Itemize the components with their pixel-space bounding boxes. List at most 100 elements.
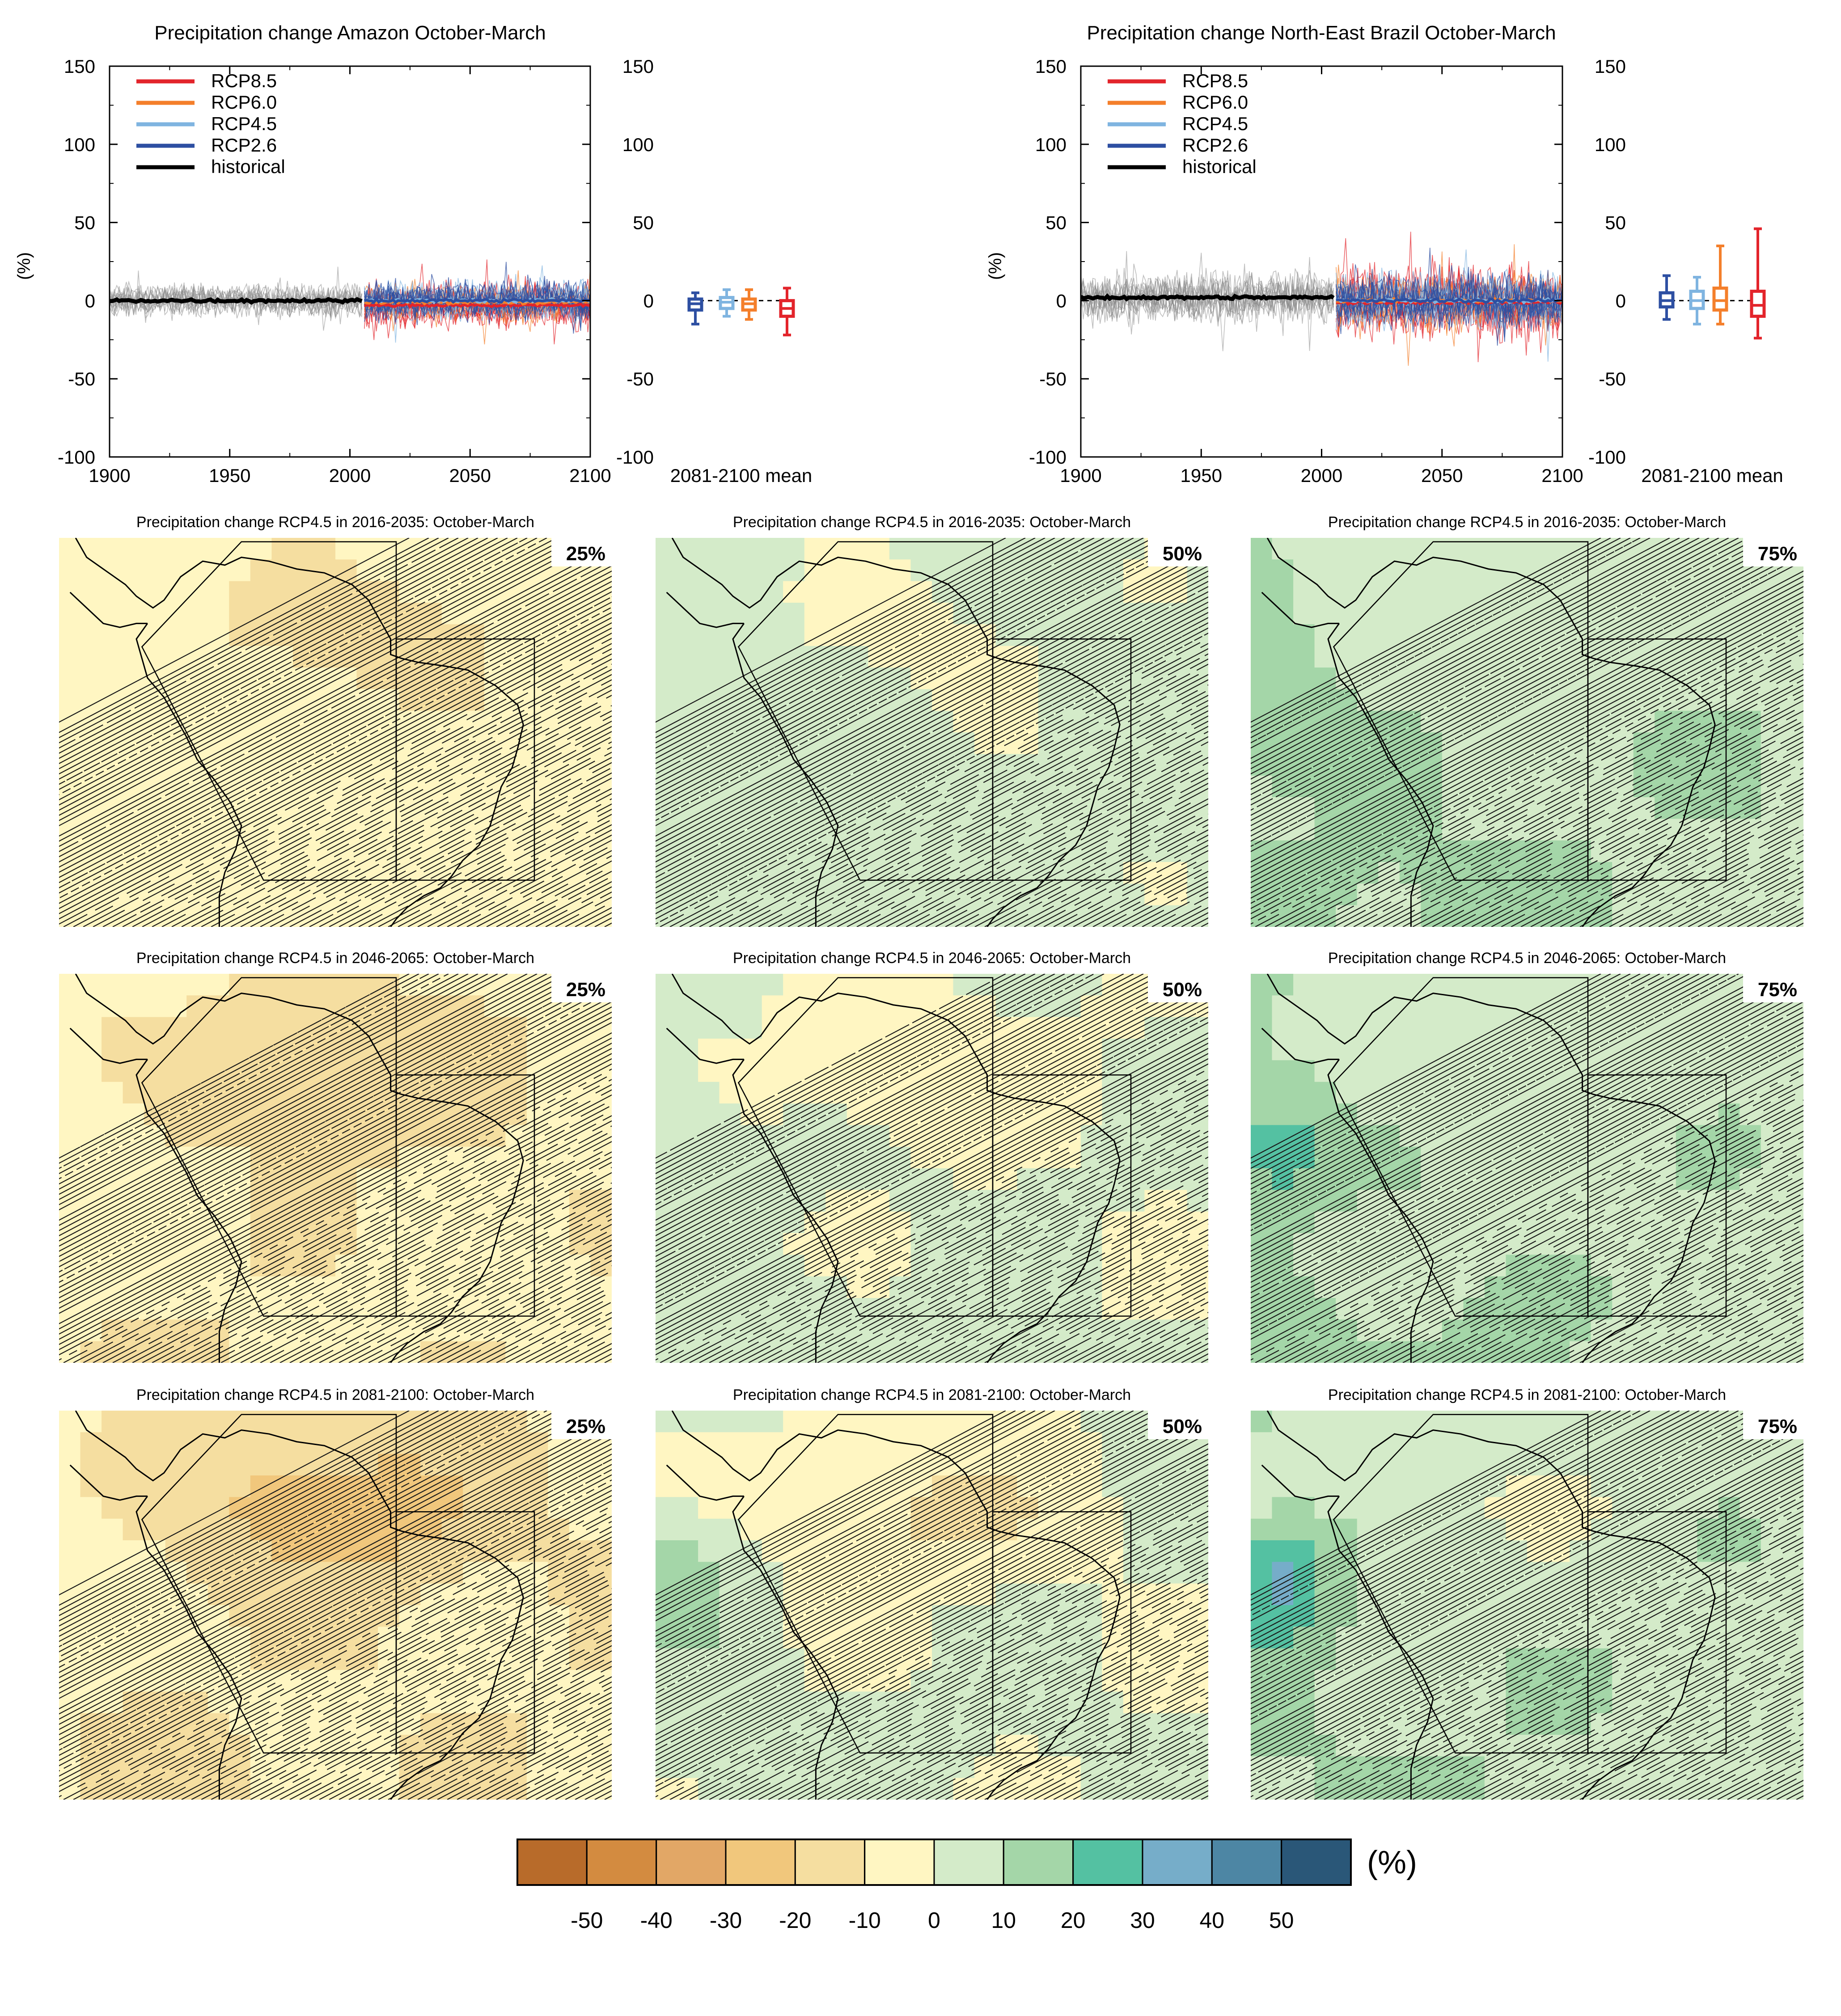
grid-cell	[1293, 1103, 1315, 1126]
grid-cell	[1314, 624, 1336, 647]
grid-cell	[1676, 1432, 1698, 1454]
hatch-line	[1638, 840, 1803, 927]
grid-cell	[868, 974, 890, 996]
grid-cell	[1314, 538, 1336, 560]
grid-cell	[165, 1735, 187, 1757]
grid-cell	[505, 1713, 527, 1735]
grid-cell	[1591, 1255, 1612, 1277]
hatch-line	[866, 746, 1208, 927]
hatch-line	[1251, 622, 1803, 914]
grid-cell	[207, 1060, 230, 1082]
hatch-line	[1251, 974, 1729, 1226]
grid-cell	[1017, 819, 1039, 841]
grid-cell	[250, 538, 272, 560]
hatch-line	[709, 1099, 1208, 1363]
hatch-line	[142, 679, 612, 927]
grid-cell	[1293, 1411, 1315, 1433]
grid-cell	[762, 862, 783, 884]
grid-cell	[144, 581, 166, 603]
grid-cell	[762, 1341, 783, 1363]
grid-cell	[484, 668, 506, 690]
grid-cell	[1463, 1082, 1485, 1104]
hatch-line	[1648, 845, 1803, 927]
hatch-line	[856, 741, 1208, 927]
hatch-line	[289, 1629, 612, 1800]
hatch-line	[1251, 596, 1803, 888]
grid-cell	[292, 974, 315, 996]
hatch-line	[1251, 974, 1680, 1200]
hatch-line	[1629, 1270, 1803, 1363]
grid-cell	[1251, 668, 1273, 690]
grid-cell	[463, 1691, 485, 1714]
map-title: Precipitation change RCP4.5 in 2046-2065…	[1328, 950, 1726, 967]
grid-cell	[656, 710, 677, 733]
hatch-line	[59, 538, 597, 821]
hatch-line	[122, 1541, 612, 1800]
grid-cell	[1080, 668, 1103, 690]
grid-cell	[80, 1454, 102, 1476]
hatch-line	[656, 1490, 1208, 1782]
grid-cell	[783, 581, 805, 603]
ensemble-line-RCP8.5	[1336, 262, 1562, 356]
grid-cell	[1272, 646, 1294, 668]
grid-cell	[804, 581, 826, 603]
grid-cell	[1399, 603, 1422, 625]
grid-cell	[995, 1211, 1017, 1234]
amazon-region-outline	[737, 977, 994, 1317]
hatch-line	[329, 1213, 612, 1363]
hatch-line	[656, 1500, 1208, 1792]
grid-cell	[932, 538, 954, 560]
hatch-line	[846, 1172, 1208, 1363]
hatch-line	[1004, 1691, 1208, 1800]
hatch-line	[211, 1151, 612, 1363]
grid-cell	[783, 1475, 805, 1498]
grid-cell	[569, 1233, 591, 1255]
hatch-line	[240, 731, 612, 927]
hatch-line	[656, 1412, 1208, 1704]
hatch-line	[59, 974, 469, 1190]
grid-cell	[59, 1627, 81, 1649]
hatch-line	[59, 1043, 612, 1335]
grid-cell	[80, 538, 102, 560]
legend-label: RCP4.5	[211, 113, 277, 134]
legend-label: RCP8.5	[211, 70, 277, 91]
hatch-line	[656, 538, 1006, 723]
percentile-label: 25%	[566, 543, 605, 565]
coastline-central-america	[69, 1464, 148, 1501]
hatch-line	[93, 1526, 612, 1800]
grid-cell	[1548, 1168, 1570, 1191]
hatch-line	[358, 1665, 612, 1800]
grid-cell	[1484, 1017, 1507, 1039]
grid-cell	[526, 1319, 549, 1342]
grid-cell	[250, 974, 272, 996]
grid-cell	[1144, 883, 1166, 906]
grid-cell	[526, 1756, 549, 1779]
chart-title: Precipitation change Amazon October-Marc…	[154, 22, 546, 44]
hatch-line	[59, 1411, 439, 1611]
grid-cell	[719, 1060, 741, 1082]
coastline-west	[135, 623, 242, 927]
hatch-line	[1422, 1162, 1803, 1363]
grid-cell	[1421, 689, 1443, 711]
grid-cell	[314, 840, 336, 862]
hatch-line	[1353, 1125, 1803, 1363]
grid-cell	[1314, 559, 1336, 582]
hatch-line	[1251, 538, 1601, 723]
coastline-central-america	[666, 1464, 744, 1501]
percentile-label-bg	[1743, 973, 1803, 1002]
hatch-line	[230, 1162, 612, 1363]
hatch-line	[1412, 720, 1803, 927]
hatch-line	[660, 1510, 1208, 1800]
percentile-label: 50%	[1163, 979, 1202, 1001]
grid-cell	[80, 1298, 102, 1320]
grid-cell	[505, 1082, 527, 1104]
grid-cell	[1421, 581, 1443, 603]
map-panel-5: 50%Precipitation change RCP4.5 in 2046-2…	[656, 950, 1208, 1363]
hatch-line	[1073, 1728, 1208, 1800]
hatch-line	[142, 1552, 612, 1800]
grid-cell	[677, 797, 698, 820]
hatch-line	[1251, 1043, 1803, 1335]
grid-cell	[1314, 1060, 1336, 1082]
hatch-line	[1251, 974, 1621, 1169]
hatch-line	[1619, 829, 1803, 927]
